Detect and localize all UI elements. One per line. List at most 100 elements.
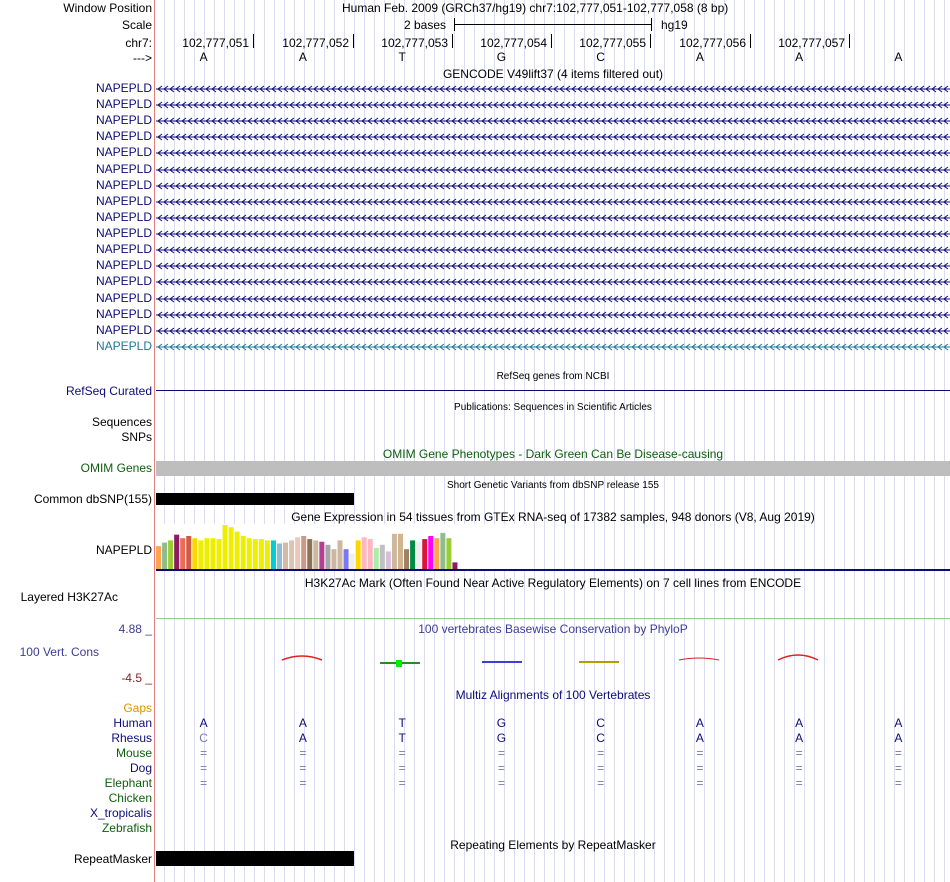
- gencode-gene-label[interactable]: NAPEPLD: [95, 161, 152, 176]
- gtex-label[interactable]: NAPEPLD: [95, 543, 152, 557]
- refseq-label[interactable]: RefSeq Curated: [65, 384, 152, 398]
- gtex-tissue-bar[interactable]: [283, 542, 289, 569]
- gtex-tissue-bar[interactable]: [204, 538, 210, 569]
- scale-label[interactable]: Scale: [121, 18, 152, 32]
- gtex-tissue-bar[interactable]: [373, 547, 379, 569]
- gtex-tissue-bar[interactable]: [258, 539, 264, 569]
- omim-label[interactable]: OMIM Genes: [80, 461, 152, 475]
- gtex-tissue-bar[interactable]: [246, 538, 252, 569]
- gencode-gene-label[interactable]: NAPEPLD: [95, 274, 152, 289]
- gtex-tissue-bar[interactable]: [404, 549, 410, 569]
- multiz-species-label[interactable]: Mouse: [115, 746, 152, 760]
- gtex-tissue-bar[interactable]: [180, 538, 186, 569]
- gtex-tissue-bar[interactable]: [355, 540, 361, 569]
- gtex-tissue-bar[interactable]: [162, 542, 168, 569]
- omim-gene-bar[interactable]: [156, 461, 950, 476]
- gencode-transcript-line[interactable]: [156, 230, 950, 238]
- gtex-tissue-bar[interactable]: [379, 544, 385, 569]
- multiz-species-label[interactable]: Dog: [129, 761, 152, 775]
- gencode-transcript-line[interactable]: [156, 295, 950, 303]
- publications-track-title[interactable]: Publications: Sequences in Scientific Ar…: [454, 402, 652, 413]
- multiz-species-label[interactable]: Zebrafish: [101, 821, 152, 835]
- multiz-species-label[interactable]: Rhesus: [111, 731, 152, 745]
- repeatmasker-element-bar[interactable]: [156, 851, 354, 866]
- gtex-tissue-bar[interactable]: [186, 536, 192, 569]
- gtex-tissue-bar[interactable]: [428, 536, 434, 569]
- gtex-tissue-bar[interactable]: [391, 533, 397, 569]
- gtex-tissue-bar[interactable]: [240, 536, 246, 569]
- gtex-tissue-bar[interactable]: [452, 562, 458, 569]
- gtex-tissue-bar[interactable]: [198, 540, 204, 569]
- omim-track-title[interactable]: OMIM Gene Phenotypes - Dark Green Can Be…: [382, 447, 724, 461]
- gtex-tissue-bar[interactable]: [398, 533, 403, 569]
- gencode-gene-label[interactable]: NAPEPLD: [95, 209, 152, 224]
- gtex-tissue-bar[interactable]: [440, 532, 446, 569]
- window-position-label[interactable]: Window Position: [63, 1, 152, 15]
- gencode-transcript-line[interactable]: [156, 133, 950, 141]
- gtex-tissue-bar[interactable]: [277, 543, 282, 569]
- gtex-tissue-bar[interactable]: [174, 534, 180, 569]
- gtex-tissue-bar[interactable]: [156, 546, 161, 569]
- gencode-gene-label[interactable]: NAPEPLD: [95, 193, 152, 208]
- gencode-transcript-line[interactable]: [156, 327, 950, 335]
- gtex-tissue-bar[interactable]: [434, 538, 440, 569]
- gtex-tissue-bar[interactable]: [210, 538, 216, 569]
- gtex-tissue-bar[interactable]: [331, 549, 337, 569]
- gtex-tissue-bar[interactable]: [228, 527, 234, 569]
- gencode-gene-label[interactable]: NAPEPLD: [95, 226, 152, 241]
- gtex-tissue-bar[interactable]: [252, 539, 258, 569]
- gencode-transcript-line[interactable]: [156, 198, 950, 206]
- gencode-gene-label[interactable]: NAPEPLD: [95, 81, 152, 95]
- chrom-label[interactable]: chr7:: [125, 36, 152, 50]
- gtex-tissue-bar[interactable]: [234, 531, 240, 569]
- gtex-tissue-bar[interactable]: [270, 540, 276, 569]
- gtex-tissue-bar[interactable]: [416, 541, 422, 569]
- gencode-transcript-line[interactable]: [156, 85, 950, 93]
- gencode-gene-label[interactable]: NAPEPLD: [95, 97, 152, 112]
- gencode-gene-label[interactable]: NAPEPLD: [95, 177, 152, 192]
- gencode-gene-label[interactable]: NAPEPLD: [95, 145, 152, 160]
- phylop-label[interactable]: 100 Vert. Cons: [19, 645, 99, 659]
- gtex-tissue-bar[interactable]: [361, 537, 367, 569]
- gtex-tissue-bar[interactable]: [216, 539, 222, 569]
- repeatmasker-label[interactable]: RepeatMasker: [73, 852, 152, 866]
- gencode-gene-label[interactable]: NAPEPLD: [95, 242, 152, 257]
- multiz-species-label[interactable]: Human: [113, 716, 152, 730]
- gtex-tissue-bar[interactable]: [289, 540, 295, 569]
- multiz-species-label[interactable]: Elephant: [104, 776, 152, 790]
- refseq-track-title[interactable]: RefSeq genes from NCBI: [496, 371, 610, 382]
- gencode-transcript-line[interactable]: [156, 278, 950, 286]
- refseq-gene-line[interactable]: [156, 390, 950, 391]
- gtex-tissue-bar[interactable]: [301, 536, 307, 569]
- gtex-tissue-bar[interactable]: [168, 540, 174, 569]
- gtex-tissue-bar[interactable]: [313, 540, 319, 569]
- gencode-track-title[interactable]: GENCODE V49lift37 (4 items filtered out): [442, 67, 664, 81]
- gtex-tissue-bar[interactable]: [192, 538, 198, 569]
- gtex-tissue-bar[interactable]: [410, 540, 416, 569]
- gencode-gene-label[interactable]: NAPEPLD: [95, 290, 152, 305]
- phylop-wiggle[interactable]: [156, 650, 950, 674]
- h3k27ac-label[interactable]: Layered H3K27Ac: [20, 590, 118, 604]
- gtex-tissue-bar[interactable]: [222, 525, 228, 569]
- publications-sequences-label[interactable]: Sequences: [91, 415, 152, 429]
- gencode-transcript-line[interactable]: [156, 343, 950, 351]
- gencode-gene-label[interactable]: NAPEPLD: [95, 338, 152, 353]
- gencode-transcript-line[interactable]: [156, 149, 950, 157]
- h3k27ac-track-title[interactable]: H3K27Ac Mark (Often Found Near Active Re…: [304, 576, 802, 590]
- gencode-transcript-line[interactable]: [156, 101, 950, 109]
- gtex-tissue-bar[interactable]: [446, 538, 452, 569]
- gtex-track-title[interactable]: Gene Expression in 54 tissues from GTEx …: [291, 510, 815, 524]
- gtex-tissue-bar[interactable]: [295, 537, 301, 569]
- gtex-tissue-bar[interactable]: [264, 540, 270, 569]
- gencode-transcript-line[interactable]: [156, 214, 950, 222]
- dbsnp-track-title[interactable]: Short Genetic Variants from dbSNP releas…: [447, 480, 659, 491]
- gencode-gene-label[interactable]: NAPEPLD: [95, 258, 152, 273]
- gencode-gene-label[interactable]: NAPEPLD: [95, 306, 152, 321]
- dbsnp-label[interactable]: Common dbSNP(155): [33, 492, 152, 506]
- multiz-species-label[interactable]: Chicken: [108, 791, 152, 805]
- gencode-transcript-line[interactable]: [156, 117, 950, 125]
- gencode-gene-label[interactable]: NAPEPLD: [95, 113, 152, 128]
- gencode-transcript-line[interactable]: [156, 311, 950, 319]
- gtex-tissue-bar[interactable]: [422, 539, 428, 569]
